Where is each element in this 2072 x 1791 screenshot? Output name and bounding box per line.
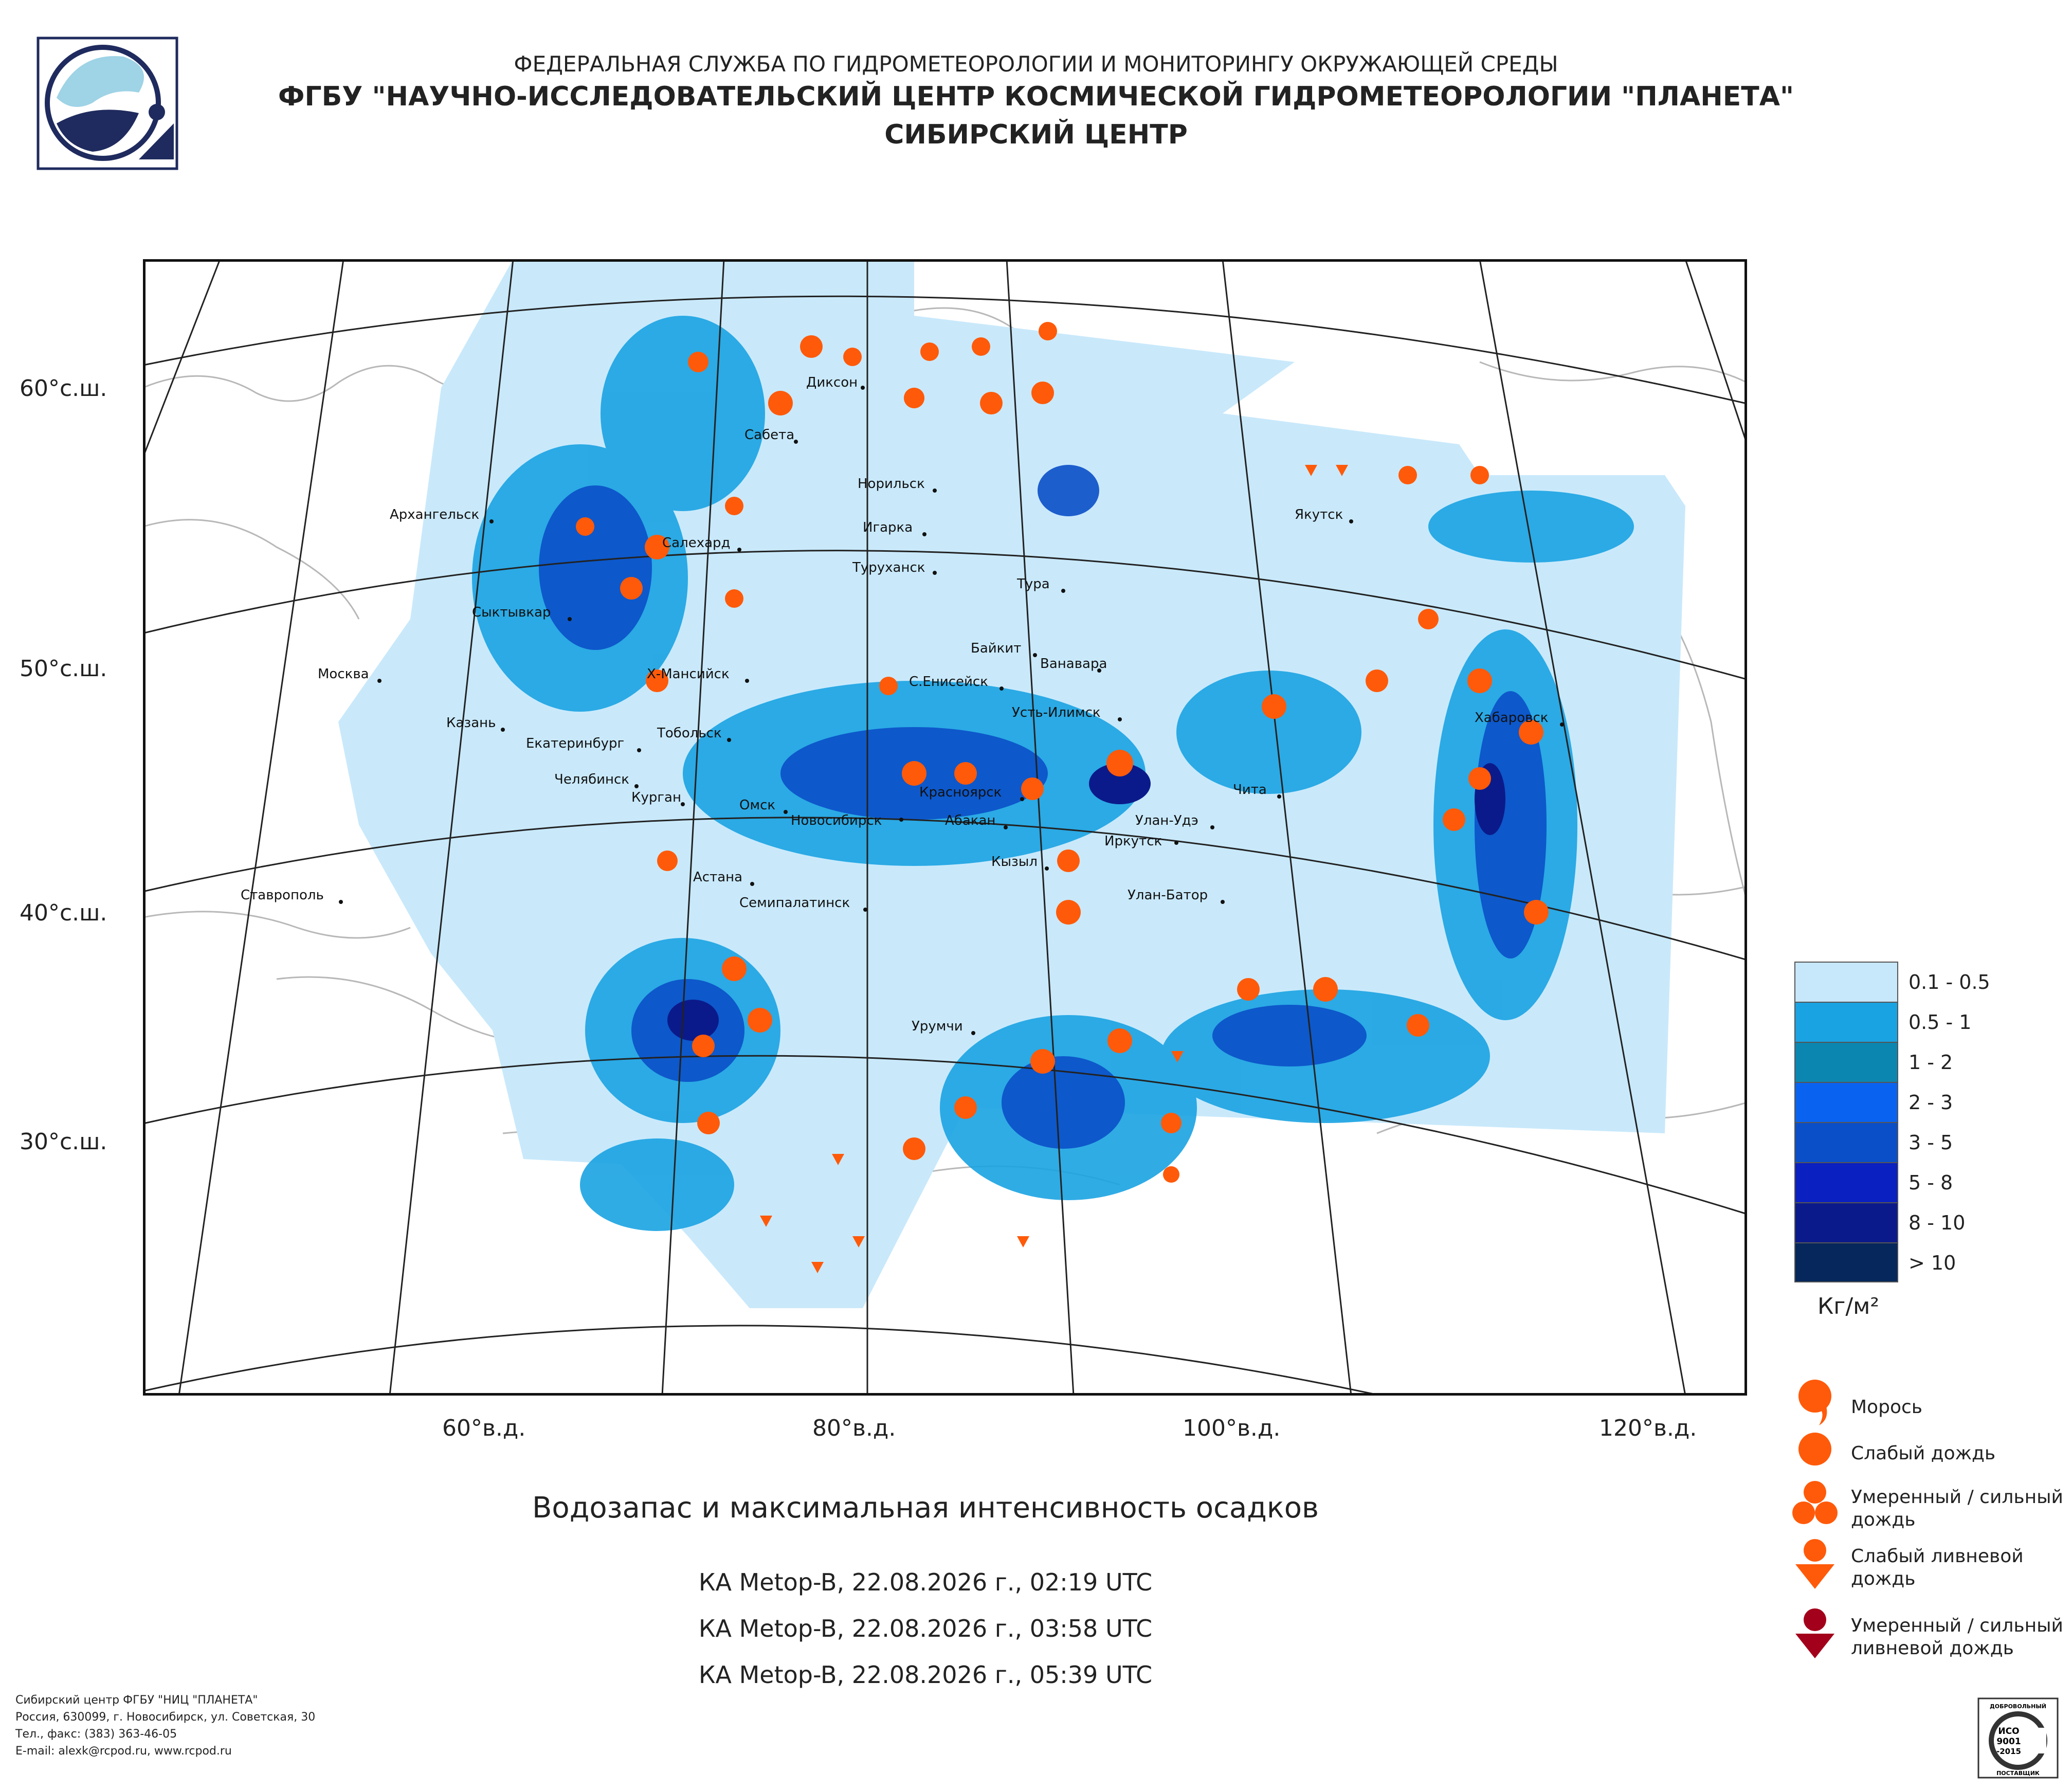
city-kurgan: Курган (631, 790, 681, 805)
legend-swatch (1794, 1082, 1898, 1122)
city-kazan: Казань (446, 715, 496, 731)
city-tura: Тура (1016, 576, 1050, 592)
legend-range-label: 2 - 3 (1909, 1091, 1953, 1114)
legend-range-label: 0.1 - 0.5 (1909, 971, 1990, 993)
city-abakan: Абакан (945, 813, 995, 828)
map-title: Водозапас и максимальная интенсивность о… (532, 1491, 1319, 1525)
heavy-shower-icon (1795, 1608, 1834, 1658)
legend-range-label: > 10 (1909, 1252, 1956, 1274)
legend-range-label: 3 - 5 (1909, 1131, 1953, 1154)
lat-label-30: 30°с.ш. (20, 1129, 107, 1155)
legend-unit: Кг/м² (1817, 1293, 1880, 1319)
footer-contacts: Сибирский центр ФГБУ "НИЦ "ПЛАНЕТА" Росс… (15, 1692, 315, 1760)
legend-heavy-shower-label: Умеренный / сильный ливневой дождь (1851, 1615, 2063, 1659)
map-frame (143, 259, 1747, 1396)
city-stavropol: Ставрополь (241, 888, 324, 903)
city-sabeta: Сабета (744, 427, 794, 443)
city-astana: Астана (693, 870, 742, 885)
light-shower-icon (1795, 1539, 1834, 1589)
city-novosibirsk: Новосибирск (791, 813, 882, 828)
svg-text:9001: 9001 (1996, 1736, 2021, 1747)
legend-range-label: 8 - 10 (1909, 1211, 1966, 1234)
legend-range-label: 0.5 - 1 (1909, 1011, 1972, 1034)
city-dikson: Диксон (806, 375, 858, 390)
city-irkutsk: Иркутск (1104, 834, 1162, 849)
city-markers: Диксон Сабета Норильск Игарка Туруханск … (241, 375, 1564, 1035)
lon-label-80: 80°в.д. (812, 1415, 896, 1441)
city-igarka: Игарка (863, 520, 913, 535)
symbol-legend-icons (1792, 1380, 1838, 1658)
city-norilsk: Норильск (858, 476, 925, 492)
legend-swatch (1794, 1242, 1898, 1282)
legend-range-label: 5 - 8 (1909, 1171, 1953, 1194)
svg-text:-2015: -2015 (1996, 1747, 2021, 1756)
legend-swatch (1794, 1202, 1898, 1242)
header-agency: ФЕДЕРАЛЬНАЯ СЛУЖБА ПО ГИДРОМЕТЕОРОЛОГИИ … (514, 51, 1558, 77)
pass-2: КА Metop-B, 22.08.2026 г., 03:58 UTC (698, 1615, 1153, 1642)
graticule (143, 259, 1747, 1396)
legend-light-rain-label: Слабый дождь (1851, 1443, 1996, 1464)
header-center: СИБИРСКИЙ ЦЕНТР (884, 119, 1188, 150)
legend-swatch (1794, 1122, 1898, 1162)
city-arkhangelsk: Архангельск (390, 507, 479, 522)
svg-text:ПОСТАВЩИК: ПОСТАВЩИК (1996, 1770, 2040, 1777)
light-rain-icon (1798, 1433, 1831, 1466)
city-khanty-mansiysk: Х-Мансийск (647, 666, 730, 682)
city-ekaterinburg: Екатеринбург (526, 736, 624, 751)
footer-phone: Тел., факс: (383) 363-46-05 (15, 1728, 177, 1741)
precipitation-symbols (576, 322, 1549, 1273)
city-syktyvkar: Сыктывкар (472, 605, 551, 620)
svg-text:ДОБРОВОЛЬНЫЙ: ДОБРОВОЛЬНЫЙ (1990, 1703, 2046, 1710)
city-krasnoyarsk: Красноярск (919, 785, 1002, 800)
drizzle-icon (1798, 1380, 1831, 1425)
city-kyzyl: Кызыл (991, 854, 1038, 870)
footer-email[interactable]: E-mail: alexk@rcpod.ru, www.rcpod.ru (15, 1745, 232, 1758)
svg-text:ИСО: ИСО (1998, 1726, 2019, 1736)
city-chita: Чита (1233, 782, 1267, 798)
legend-swatch (1794, 1002, 1898, 1042)
lat-label-40: 40°с.ш. (20, 900, 107, 926)
city-moscow: Москва (318, 666, 369, 682)
city-khabarovsk: Хабаровск (1475, 710, 1548, 726)
legend-swatch (1794, 1042, 1898, 1082)
city-yakutsk: Якутск (1295, 507, 1343, 522)
legend-drizzle-label: Морось (1851, 1397, 1922, 1418)
legend-range-label: 1 - 2 (1909, 1051, 1953, 1074)
precipitation-map: Диксон Сабета Норильск Игарка Туруханск … (143, 259, 1747, 1396)
header-institute: ФГБУ "НАУЧНО-ИССЛЕДОВАТЕЛЬСКИЙ ЦЕНТР КОС… (278, 81, 1794, 112)
legend-light-shower-label: Слабый ливневой дождь (1851, 1546, 2024, 1589)
city-omsk: Омск (739, 798, 775, 813)
city-urumqi: Урумчи (912, 1019, 963, 1034)
lat-label-60: 60°с.ш. (20, 375, 107, 402)
water-content-legend (1794, 962, 1898, 1282)
city-vanavara: Ванавара (1040, 656, 1107, 672)
city-turukhansk: Туруханск (852, 560, 925, 575)
lon-label-100: 100°в.д. (1183, 1415, 1281, 1441)
city-ust-ilimsk: Усть-Илимск (1012, 705, 1101, 720)
city-s-eniseysk: С.Енисейск (909, 674, 988, 690)
city-chelyabinsk: Челябинск (554, 772, 629, 787)
legend-swatch (1794, 962, 1898, 1002)
city-semipalatinsk: Семипалатинск (739, 895, 850, 911)
city-baykit: Байкит (971, 641, 1021, 656)
iso-9001-badge: ДОБРОВОЛЬНЫЙ ИСО 9001 -2015 ПОСТАВЩИК (1977, 1697, 2059, 1779)
moderate-rain-icon (1792, 1481, 1838, 1524)
lon-label-60: 60°в.д. (442, 1415, 526, 1441)
legend-moderate-rain-label: Умеренный / сильный дождь (1851, 1487, 2063, 1530)
city-salekhard: Салехард (662, 535, 731, 551)
footer-org: Сибирский центр ФГБУ "НИЦ "ПЛАНЕТА" (15, 1694, 258, 1707)
pass-1: КА Metop-B, 22.08.2026 г., 02:19 UTC (698, 1568, 1153, 1596)
planeta-logo (37, 37, 178, 170)
legend-swatch (1794, 1162, 1898, 1202)
pass-3: КА Metop-B, 22.08.2026 г., 05:39 UTC (698, 1661, 1153, 1689)
lat-label-50: 50°с.ш. (20, 656, 107, 682)
lon-label-120: 120°в.д. (1599, 1415, 1697, 1441)
city-ulan-bator: Улан-Батор (1128, 888, 1208, 903)
city-ulan-ude: Улан-Удэ (1135, 813, 1198, 828)
city-tobolsk: Тобольск (657, 726, 722, 741)
footer-address: Россия, 630099, г. Новосибирск, ул. Сове… (15, 1711, 316, 1724)
